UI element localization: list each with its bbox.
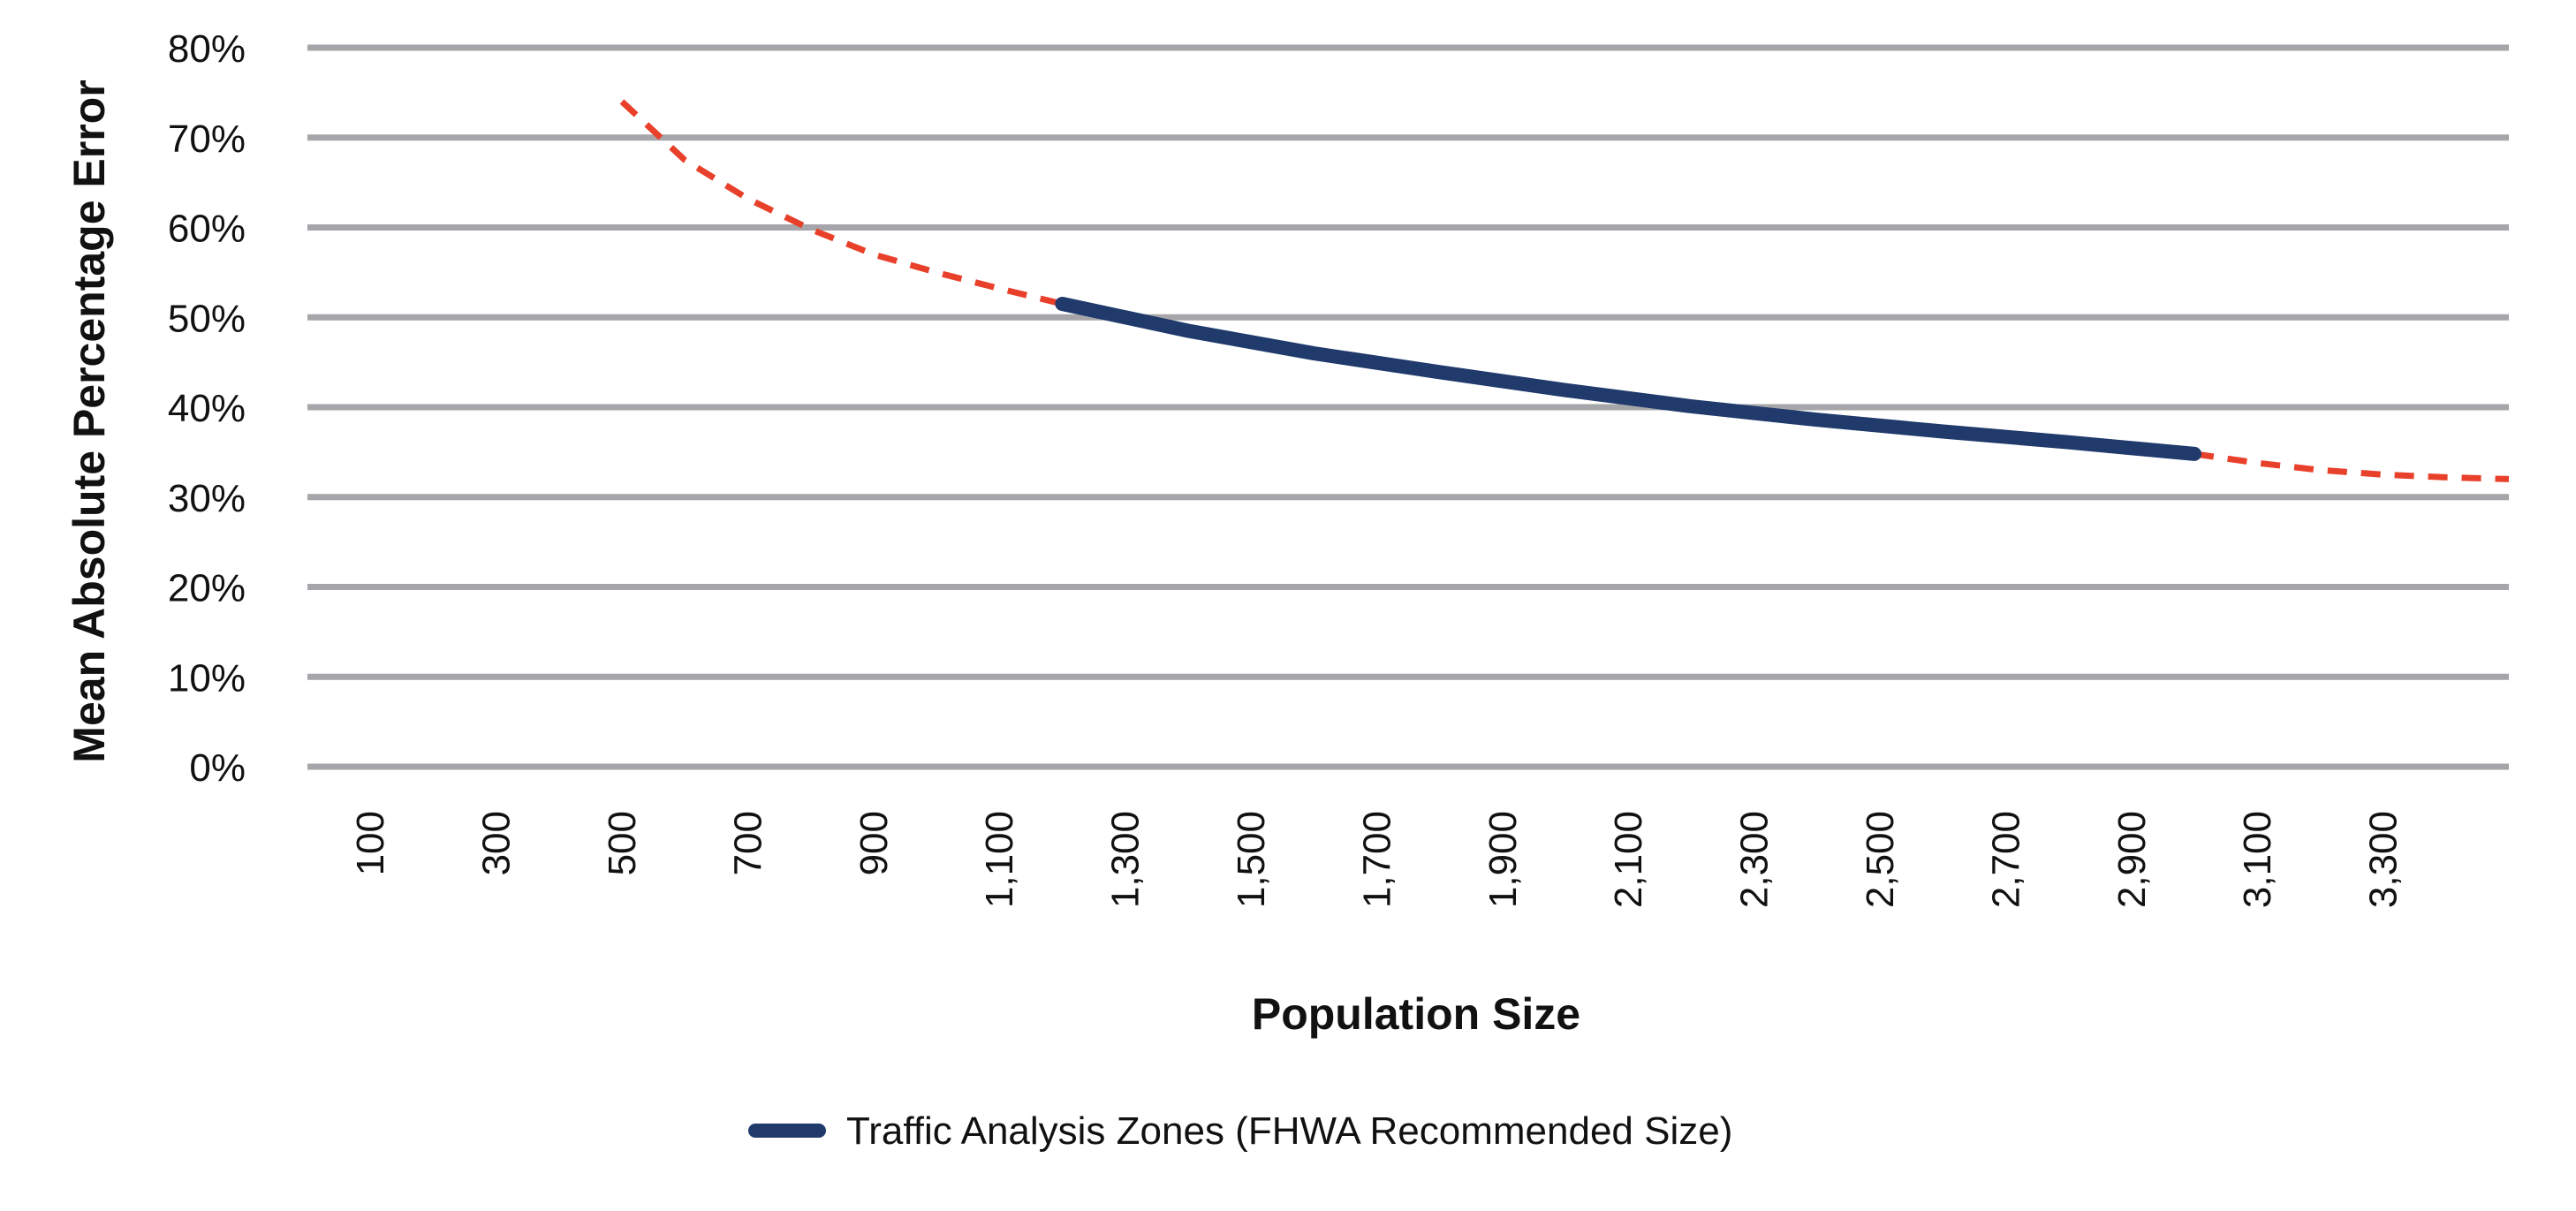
x-tick-label: 500	[601, 811, 644, 875]
x-tick-label: 1,100	[978, 811, 1021, 908]
x-tick-label: 900	[852, 811, 896, 875]
x-tick-label: 2,500	[1859, 811, 1902, 908]
x-tick-label: 1,700	[1355, 811, 1398, 908]
x-tick-label: 2,300	[1733, 811, 1777, 908]
y-tick-label: 30%	[168, 477, 246, 520]
y-tick-label: 40%	[168, 387, 246, 430]
x-tick-label: 100	[349, 811, 392, 875]
x-tick-label: 2,100	[1607, 811, 1650, 908]
grid-lines	[307, 44, 2509, 770]
series-line-extrapolated	[2193, 450, 2510, 482]
y-tick-label: 50%	[168, 297, 246, 340]
x-tick-label: 2,700	[1984, 811, 2027, 908]
series-line-extrapolated	[619, 99, 1064, 307]
y-tick-label: 10%	[168, 656, 246, 700]
x-tick-label: 1,300	[1104, 811, 1148, 908]
x-tick-label: 1,500	[1230, 811, 1273, 908]
legend: Traffic Analysis Zones (FHWA Recommended…	[748, 1109, 1732, 1153]
y-tick-label: 80%	[168, 27, 246, 71]
x-tick-labels: 100 300 500 700 900 1,100 1,300 1,500 1,700 1,900…	[349, 811, 2405, 908]
x-tick-label: 3,100	[2236, 811, 2279, 908]
x-tick-label: 1,900	[1481, 811, 1525, 908]
x-tick-label: 2,900	[2110, 811, 2154, 908]
y-tick-label: 20%	[168, 567, 246, 610]
y-tick-labels: 0% 10% 20% 30% 40% 50% 60% 70% 80%	[168, 27, 246, 790]
y-tick-label: 70%	[168, 117, 246, 161]
x-tick-label: 700	[726, 811, 769, 875]
x-tick-label: 300	[475, 811, 519, 875]
series-line-fhwa	[1055, 297, 2201, 461]
x-tick-label: 3,300	[2362, 811, 2406, 908]
y-tick-label: 0%	[189, 746, 246, 790]
y-tick-label: 60%	[168, 208, 246, 251]
x-axis-title: Population Size	[1252, 989, 1580, 1039]
series-lines	[619, 99, 2510, 482]
legend-label-fhwa: Traffic Analysis Zones (FHWA Recommended…	[846, 1109, 1732, 1153]
y-axis-title: Mean Absolute Percentage Error	[64, 79, 114, 762]
